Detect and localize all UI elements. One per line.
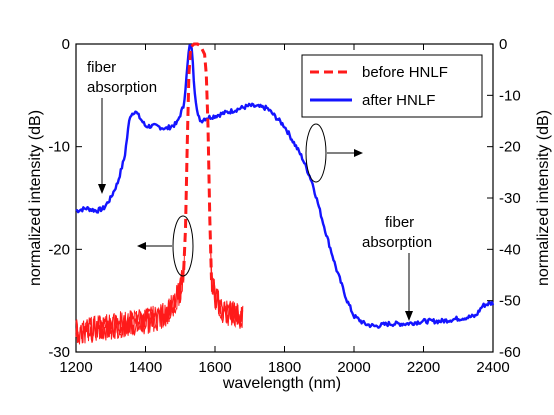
legend: before HNLF after HNLF [301, 54, 483, 118]
marker-ellipse-left [172, 215, 194, 277]
series-line-before-hnlf [182, 42, 213, 281]
x-tick-label: 2000 [337, 359, 370, 376]
before-hnlf-noise-trace [210, 253, 244, 328]
axis-ticks: 1200 1400 1600 1800 2000 2200 2400 -30 -20 -10 0 -6… [48, 36, 520, 376]
y-tick-label-right: -20 [499, 139, 521, 156]
legend-label-before: before HNLF [362, 64, 448, 81]
y-tick-label-right: 0 [499, 36, 507, 53]
y-tick-label-right: -50 [499, 293, 521, 310]
y-tick-label-right: -10 [499, 87, 521, 104]
y-tick-label-right: -40 [499, 241, 521, 258]
annotation-right-absorption: fiber absorption [362, 214, 432, 321]
annotation-left-line2: absorption [87, 79, 157, 96]
x-axis-label: wavelength (nm) [222, 375, 341, 392]
x-tick-label: 1800 [268, 359, 301, 376]
annotation-left-absorption: fiber absorption [87, 59, 157, 194]
marker-arrowhead-left [137, 242, 146, 250]
x-tick-label: 2400 [476, 359, 509, 376]
x-tick-label: 2200 [407, 359, 440, 376]
y-tick-label-left: 0 [62, 36, 70, 53]
marker-ellipse-right [305, 123, 327, 183]
x-tick-label: 1400 [129, 359, 162, 376]
y-axis-label-left: normalized intensity (dB) [27, 110, 44, 286]
x-tick-label: 1200 [59, 359, 92, 376]
y-axis-label-right: normalized intensity (dB) [535, 110, 552, 286]
marker-right-axis [305, 123, 363, 183]
y-tick-label-right: -30 [499, 190, 521, 207]
y-tick-label-left: -30 [48, 344, 70, 361]
y-tick-label-left: -20 [48, 241, 70, 258]
x-tick-label: 1600 [198, 359, 231, 376]
before-hnlf-noise [75, 253, 244, 345]
annotation-right-arrowhead [405, 311, 413, 321]
y-tick-label-left: -10 [48, 139, 70, 156]
y-tick-label-right: -60 [499, 344, 521, 361]
annotation-right-line2: absorption [362, 234, 432, 251]
annotation-right-line1: fiber [385, 214, 414, 231]
annotation-left-arrowhead [98, 184, 106, 194]
legend-box [301, 54, 483, 118]
series-line-after-hnlf [75, 44, 495, 329]
annotation-left-line1: fiber [87, 59, 116, 76]
before-hnlf-noise-trace [75, 254, 185, 343]
before-hnlf-noise-trace [75, 266, 185, 343]
marker-arrowhead-right [354, 149, 363, 157]
legend-label-after: after HNLF [362, 92, 435, 109]
marker-left-axis [137, 215, 194, 277]
